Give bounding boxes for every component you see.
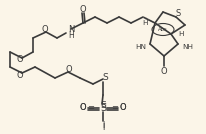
Text: S: S [174, 8, 180, 18]
Text: O: O [160, 68, 166, 77]
Text: H: H [68, 31, 74, 40]
Text: O: O [17, 72, 23, 81]
Text: O: O [17, 55, 23, 64]
Text: Abs: Abs [157, 27, 167, 32]
Text: H: H [142, 20, 147, 26]
Text: O: O [79, 103, 86, 113]
Text: O: O [79, 103, 86, 113]
Text: O: O [41, 25, 48, 34]
Text: l: l [101, 122, 104, 131]
Text: HN: HN [134, 44, 145, 50]
Text: S: S [99, 103, 105, 113]
Text: H: H [177, 31, 183, 37]
Text: S: S [100, 101, 105, 111]
Text: =: = [87, 103, 94, 113]
Text: O: O [79, 5, 86, 14]
Text: =: = [111, 103, 118, 113]
Text: NH: NH [181, 44, 192, 50]
Text: O: O [119, 103, 126, 113]
Text: N: N [68, 25, 74, 34]
Text: S: S [102, 72, 107, 81]
Text: O: O [65, 66, 72, 75]
Text: O: O [119, 103, 126, 113]
Text: l: l [101, 122, 104, 131]
